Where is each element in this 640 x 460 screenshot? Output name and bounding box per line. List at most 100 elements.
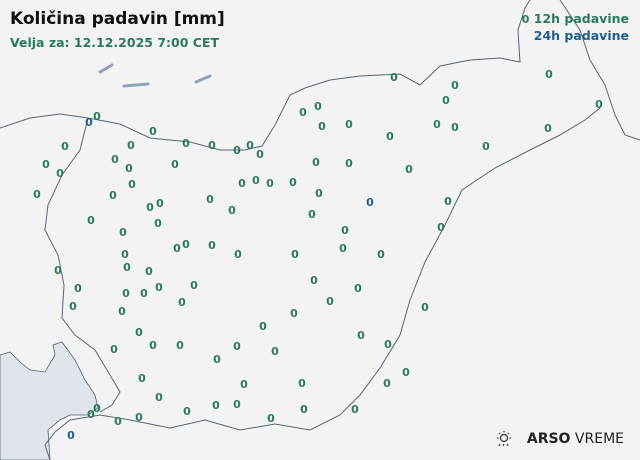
station-value-12h[interactable]: 0	[256, 148, 264, 161]
station-value-12h[interactable]: 0	[240, 378, 248, 391]
station-value-12h[interactable]: 0	[291, 248, 299, 261]
station-value-12h[interactable]: 0	[444, 195, 452, 208]
station-value-12h[interactable]: 0	[190, 279, 198, 292]
station-value-12h[interactable]: 0	[233, 144, 241, 157]
station-value-12h[interactable]: 0	[339, 242, 347, 255]
station-value-12h[interactable]: 0	[121, 248, 129, 261]
station-value-24h[interactable]: 0	[366, 196, 374, 209]
station-value-12h[interactable]: 0	[178, 296, 186, 309]
station-value-12h[interactable]: 0	[345, 118, 353, 131]
station-value-12h[interactable]: 0	[182, 238, 190, 251]
station-value-24h[interactable]: 0	[67, 429, 75, 442]
station-value-12h[interactable]: 0	[93, 402, 101, 415]
station-value-12h[interactable]: 0	[318, 120, 326, 133]
station-value-12h[interactable]: 0	[384, 338, 392, 351]
station-value-12h[interactable]: 0	[173, 242, 181, 255]
station-value-12h[interactable]: 0	[140, 287, 148, 300]
station-value-12h[interactable]: 0	[155, 391, 163, 404]
station-value-12h[interactable]: 0	[145, 265, 153, 278]
station-value-12h[interactable]: 0	[252, 174, 260, 187]
station-value-12h[interactable]: 0	[128, 178, 136, 191]
station-value-12h[interactable]: 0	[482, 140, 490, 153]
station-value-12h[interactable]: 0	[233, 398, 241, 411]
station-value-12h[interactable]: 0	[208, 139, 216, 152]
station-value-12h[interactable]: 0	[146, 201, 154, 214]
station-value-12h[interactable]: 0	[119, 226, 127, 239]
station-value-12h[interactable]: 0	[300, 403, 308, 416]
station-value-12h[interactable]: 0	[405, 163, 413, 176]
station-value-12h[interactable]: 0	[111, 153, 119, 166]
station-value-12h[interactable]: 0	[171, 158, 179, 171]
station-value-12h[interactable]: 0	[354, 282, 362, 295]
station-value-12h[interactable]: 0	[271, 345, 279, 358]
station-value-12h[interactable]: 0	[326, 295, 334, 308]
station-value-12h[interactable]: 0	[110, 343, 118, 356]
station-value-12h[interactable]: 0	[127, 139, 135, 152]
station-value-12h[interactable]: 0	[74, 282, 82, 295]
station-value-12h[interactable]: 0	[451, 79, 459, 92]
station-value-12h[interactable]: 0	[233, 340, 241, 353]
station-value-12h[interactable]: 0	[402, 366, 410, 379]
station-value-12h[interactable]: 0	[298, 377, 306, 390]
station-value-12h[interactable]: 0	[312, 156, 320, 169]
station-value-12h[interactable]: 0	[314, 100, 322, 113]
station-value-12h[interactable]: 0	[213, 353, 221, 366]
station-value-12h[interactable]: 0	[33, 188, 41, 201]
station-value-12h[interactable]: 0	[289, 176, 297, 189]
station-value-12h[interactable]: 0	[386, 130, 394, 143]
station-value-12h[interactable]: 0	[345, 157, 353, 170]
station-value-12h[interactable]: 0	[149, 125, 157, 138]
station-value-12h[interactable]: 0	[451, 121, 459, 134]
station-value-12h[interactable]: 0	[290, 307, 298, 320]
station-value-12h[interactable]: 0	[266, 177, 274, 190]
station-value-12h[interactable]: 0	[125, 162, 133, 175]
station-value-12h[interactable]: 0	[156, 197, 164, 210]
station-value-12h[interactable]: 0	[437, 221, 445, 234]
station-value-12h[interactable]: 0	[155, 281, 163, 294]
station-value-12h[interactable]: 0	[442, 94, 450, 107]
station-value-12h[interactable]: 0	[308, 208, 316, 221]
station-value-12h[interactable]: 0	[545, 68, 553, 81]
station-value-12h[interactable]: 0	[138, 372, 146, 385]
station-value-12h[interactable]: 0	[56, 167, 64, 180]
station-value-12h[interactable]: 0	[246, 139, 254, 152]
station-value-12h[interactable]: 0	[351, 403, 359, 416]
station-value-12h[interactable]: 0	[87, 408, 95, 421]
station-value-12h[interactable]: 0	[69, 300, 77, 313]
station-value-12h[interactable]: 0	[123, 261, 131, 274]
station-value-12h[interactable]: 0	[212, 399, 220, 412]
station-value-12h[interactable]: 0	[54, 264, 62, 277]
station-value-12h[interactable]: 0	[383, 377, 391, 390]
station-value-12h[interactable]: 0	[238, 177, 246, 190]
station-value-12h[interactable]: 0	[208, 239, 216, 252]
station-value-12h[interactable]: 0	[267, 412, 275, 425]
station-value-12h[interactable]: 0	[154, 217, 162, 230]
station-value-12h[interactable]: 0	[135, 411, 143, 424]
station-value-12h[interactable]: 0	[42, 158, 50, 171]
station-value-12h[interactable]: 0	[377, 248, 385, 261]
station-value-12h[interactable]: 0	[595, 98, 603, 111]
station-value-12h[interactable]: 0	[206, 193, 214, 206]
station-value-12h[interactable]: 0	[228, 204, 236, 217]
station-value-12h[interactable]: 0	[61, 140, 69, 153]
station-value-12h[interactable]: 0	[310, 274, 318, 287]
station-value-12h[interactable]: 0	[87, 214, 95, 227]
station-value-12h[interactable]: 0	[149, 339, 157, 352]
station-value-12h[interactable]: 0	[390, 71, 398, 84]
station-value-12h[interactable]: 0	[109, 189, 117, 202]
station-value-12h[interactable]: 0	[433, 118, 441, 131]
station-value-12h[interactable]: 0	[183, 405, 191, 418]
station-value-12h[interactable]: 0	[341, 224, 349, 237]
station-value-12h[interactable]: 0	[357, 329, 365, 342]
station-value-12h[interactable]: 0	[315, 187, 323, 200]
station-value-12h[interactable]: 0	[544, 122, 552, 135]
station-value-12h[interactable]: 0	[114, 415, 122, 428]
station-value-12h[interactable]: 0	[118, 305, 126, 318]
station-value-12h[interactable]: 0	[182, 137, 190, 150]
station-value-12h[interactable]: 0	[122, 287, 130, 300]
station-value-12h[interactable]: 0	[259, 320, 267, 333]
station-value-12h[interactable]: 0	[176, 339, 184, 352]
station-value-12h[interactable]: 0	[93, 110, 101, 123]
arso-logo[interactable]: ARSO VREME	[495, 430, 624, 448]
